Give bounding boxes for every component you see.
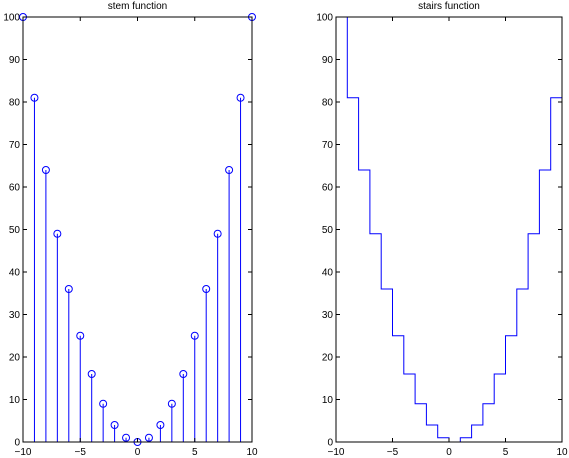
stem-stem-marker (202, 285, 211, 293)
stem-stem-marker (41, 166, 50, 174)
stairs-stairs-line (336, 16, 563, 443)
stairs-y-tick-label: 60 (322, 183, 334, 194)
stairs-x-tick-label: −5 (387, 447, 399, 458)
stem-stem-marker (53, 229, 62, 238)
stairs-y-tick-label: 40 (322, 268, 334, 279)
stem-stem-marker (179, 370, 188, 378)
stem-stem-marker (190, 331, 199, 340)
stem-stem-marker (99, 399, 108, 408)
stairs-y-tick-label: 0 (327, 438, 333, 449)
stairs-y-tick-label: 100 (316, 13, 333, 24)
stem-y-tick-label: 90 (9, 55, 21, 66)
stairs-x-tick-label: 0 (446, 447, 452, 458)
stairs-y-tick-label: 90 (322, 55, 334, 66)
stem-stem-marker (167, 399, 176, 408)
stem-stem-marker (64, 285, 73, 293)
stem-y-tick-label: 0 (14, 438, 20, 449)
stem-stem-marker (236, 93, 245, 102)
stem-y-tick-label: 70 (9, 140, 21, 151)
stem-y-tick-label: 80 (9, 98, 21, 109)
stem-y-tick-label: 100 (3, 13, 20, 24)
stem-y-tick-label: 50 (9, 225, 21, 236)
stem-x-tick-label: −5 (75, 447, 87, 458)
stem-stem-marker (76, 331, 85, 340)
stairs-y-tick-label: 70 (322, 140, 334, 151)
stem-x-tick-label: 10 (246, 447, 258, 458)
stem-y-tick-label: 10 (9, 395, 21, 406)
stem-stem-marker (213, 229, 222, 238)
stairs-y-tick-label: 50 (322, 225, 334, 236)
stairs-y-tick-label: 30 (322, 310, 334, 321)
stem-stem-marker (225, 166, 234, 174)
stem-stem-marker (156, 421, 165, 429)
stem-chart-title: stem function (108, 1, 167, 12)
stem-chart: stem function 0102030405060708090100−10−… (3, 1, 258, 458)
stem-stem-marker (122, 433, 131, 442)
stairs-y-tick-label: 20 (322, 353, 334, 364)
stairs-chart-title: stairs function (418, 1, 480, 12)
stem-y-tick-label: 40 (9, 268, 21, 279)
stem-y-tick-label: 30 (9, 310, 21, 321)
stairs-y-tick-label: 10 (322, 395, 334, 406)
stem-x-tick-label: −10 (15, 447, 32, 458)
stem-y-tick-label: 20 (9, 353, 21, 364)
stem-y-tick-label: 60 (9, 183, 21, 194)
stem-stem-marker (87, 370, 96, 378)
stem-x-tick-label: 5 (192, 447, 198, 458)
stem-x-tick-label: 0 (135, 447, 141, 458)
stairs-x-tick-label: −10 (328, 447, 345, 458)
stairs-chart: stairs function 0102030405060708090100−1… (316, 1, 568, 458)
stairs-x-tick-label: 5 (503, 447, 509, 458)
stairs-y-tick-label: 80 (322, 98, 334, 109)
stairs-x-tick-label: 10 (556, 447, 568, 458)
stem-stem-marker (144, 433, 153, 442)
stem-stem-marker (110, 421, 119, 429)
stem-stem-marker (30, 93, 39, 102)
